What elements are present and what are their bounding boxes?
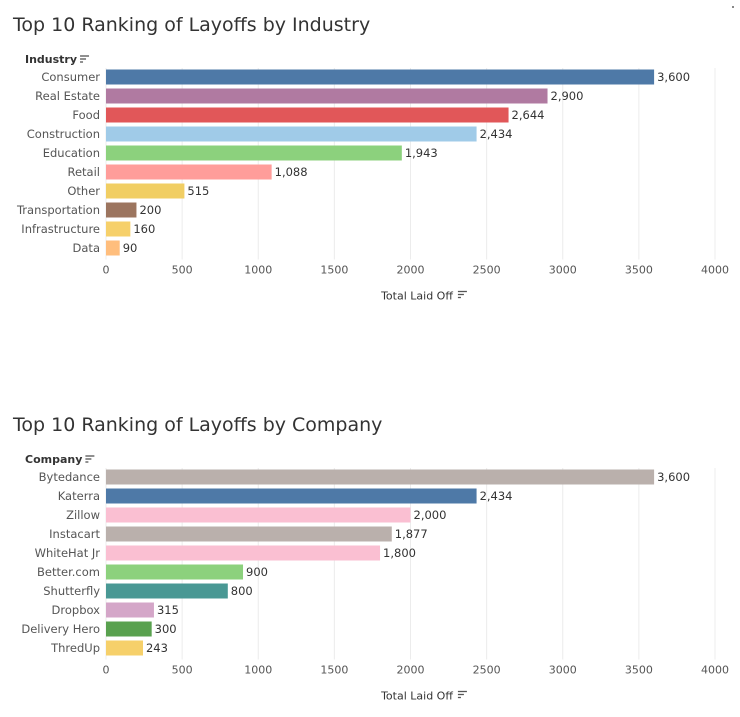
category-label: Consumer — [41, 70, 100, 84]
chart-title: Top 10 Ranking of Layoffs by Company — [13, 414, 383, 436]
bar[interactable] — [106, 145, 402, 161]
x-tick-label: 3500 — [625, 664, 653, 677]
x-tick-label: 4000 — [701, 664, 729, 677]
x-tick-label: 2000 — [397, 264, 425, 277]
x-tick-label: 500 — [172, 264, 193, 277]
category-label: Construction — [27, 127, 100, 141]
company-bar-chart: Company 0 500 1000 1500 2000 2500 3000 3500 4000 B… — [21, 453, 729, 703]
category-label: Delivery Hero — [21, 622, 100, 636]
data-label: 2,000 — [414, 508, 447, 522]
x-tick-label: 4000 — [701, 264, 729, 277]
data-label: 315 — [157, 603, 179, 617]
category-label: Instacart — [49, 527, 100, 541]
bar[interactable] — [106, 69, 655, 85]
category-label: Education — [43, 146, 100, 160]
dimension-title: Industry — [25, 53, 77, 66]
dimension-title: Company — [25, 453, 82, 466]
bar[interactable] — [106, 469, 655, 485]
category-label: Food — [72, 108, 100, 122]
category-label: Better.com — [37, 565, 100, 579]
category-label: Zillow — [66, 508, 100, 522]
data-label: 2,434 — [480, 489, 513, 503]
category-label: Data — [73, 241, 100, 255]
dimension-sort-icon[interactable] — [80, 55, 90, 63]
x-tick-label: 3000 — [549, 264, 577, 277]
data-label: 1,943 — [405, 146, 438, 160]
data-label: 3,600 — [657, 470, 690, 484]
x-tick-label: 2000 — [397, 664, 425, 677]
category-label: Other — [67, 184, 100, 198]
x-tick-label: 2500 — [473, 264, 501, 277]
category-label: Katerra — [58, 489, 100, 503]
category-label: Real Estate — [35, 89, 100, 103]
bar[interactable] — [106, 240, 120, 256]
data-label: 90 — [123, 241, 138, 255]
x-tick-label: 3500 — [625, 264, 653, 277]
data-label: 1,800 — [383, 546, 416, 560]
data-label: 200 — [139, 203, 161, 217]
bar[interactable] — [106, 164, 272, 180]
industry-bar-chart: Industry 0 500 1000 1500 2000 2500 3000 3500 4000… — [16, 53, 729, 303]
bar[interactable] — [106, 488, 477, 504]
data-label: 160 — [133, 222, 155, 236]
category-label: Dropbox — [52, 603, 101, 617]
x-tick-label: 0 — [103, 264, 110, 277]
company-chart: Top 10 Ranking of Layoffs by Company Com… — [0, 400, 740, 717]
category-label: Shutterfly — [43, 584, 100, 598]
axis-sort-icon[interactable] — [457, 690, 467, 699]
data-label: 2,900 — [551, 89, 584, 103]
data-label: 900 — [246, 565, 268, 579]
bar[interactable] — [106, 526, 392, 542]
bar[interactable] — [106, 602, 154, 618]
x-tick-label: 500 — [172, 664, 193, 677]
x-tick-label: 1500 — [320, 664, 348, 677]
x-tick-label: 1000 — [244, 664, 272, 677]
data-label: 2,644 — [512, 108, 545, 122]
category-label: ThredUp — [50, 641, 100, 655]
dimension-sort-icon[interactable] — [85, 455, 95, 463]
axis-sort-icon[interactable] — [457, 290, 467, 299]
x-tick-label: 3000 — [549, 664, 577, 677]
x-axis-title: Total Laid Off — [380, 690, 453, 703]
bar[interactable] — [106, 640, 143, 656]
bar[interactable] — [106, 564, 244, 580]
chart-title: Top 10 Ranking of Layoffs by Industry — [13, 14, 371, 36]
bar[interactable] — [106, 107, 509, 123]
x-tick-label: 1000 — [244, 264, 272, 277]
data-label: 2,434 — [480, 127, 513, 141]
bar[interactable] — [106, 583, 228, 599]
data-label: 1,877 — [395, 527, 428, 541]
bar[interactable] — [106, 221, 131, 237]
x-axis-title: Total Laid Off — [380, 290, 453, 303]
category-label: Retail — [68, 165, 101, 179]
category-label: Infrastructure — [21, 222, 100, 236]
data-label: 800 — [231, 584, 253, 598]
bar[interactable] — [106, 621, 152, 637]
bar[interactable] — [106, 202, 137, 218]
data-label: 243 — [146, 641, 168, 655]
bar[interactable] — [106, 507, 411, 523]
data-label: 515 — [187, 184, 209, 198]
industry-chart: Top 10 Ranking of Layoffs by Industry In… — [0, 0, 740, 330]
data-label: 300 — [155, 622, 177, 636]
data-label: 1,088 — [275, 165, 308, 179]
bar[interactable] — [106, 126, 477, 142]
category-label: WhiteHat Jr — [35, 546, 101, 560]
x-tick-label: 0 — [103, 664, 110, 677]
bar[interactable] — [106, 183, 185, 199]
x-tick-label: 1500 — [320, 264, 348, 277]
category-label: Bytedance — [39, 470, 100, 484]
bar[interactable] — [106, 545, 381, 561]
category-label: Transportation — [16, 203, 100, 217]
x-tick-label: 2500 — [473, 664, 501, 677]
data-label: 3,600 — [657, 70, 690, 84]
corner-dot — [732, 6, 734, 8]
bar[interactable] — [106, 88, 548, 104]
